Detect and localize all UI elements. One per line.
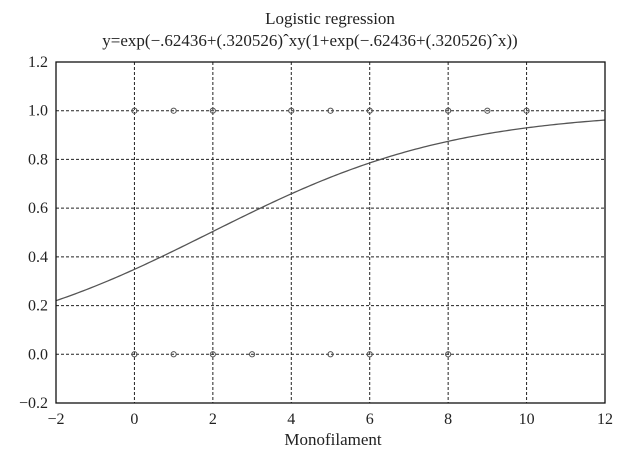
- x-tick-label: −2: [47, 411, 64, 428]
- y-tick-label: 0.2: [28, 298, 48, 315]
- x-tick-labels: −2 0 2 4 6 8 10 12: [47, 411, 613, 428]
- regression-curve-layer: [55, 119, 606, 302]
- chart-subtitle: y=exp(−.62436+(.320526)ˆxy(1+exp(−.62436…: [102, 31, 517, 50]
- y-tick-label: 0.6: [28, 200, 48, 217]
- x-tick-label: 10: [519, 411, 535, 428]
- data-point: [209, 351, 216, 358]
- data-point: [131, 351, 138, 358]
- data-point: [484, 107, 491, 114]
- x-tick-label: 12: [597, 411, 613, 428]
- data-point: [327, 107, 334, 114]
- x-tick-label: 2: [209, 411, 217, 428]
- x-tick-label: 8: [444, 411, 452, 428]
- data-point: [366, 107, 373, 114]
- data-point: [445, 351, 452, 358]
- y-tick-label: −0.2: [19, 395, 48, 412]
- y-tick-label: 1.2: [28, 54, 48, 71]
- data-point: [170, 351, 177, 358]
- data-point: [248, 351, 256, 358]
- data-point: [209, 107, 216, 114]
- data-point: [170, 107, 177, 114]
- y-tick-label: 1.0: [28, 103, 48, 120]
- x-tick-label: 0: [130, 411, 138, 428]
- grid-lines: [56, 62, 605, 403]
- y-tick-label: 0.0: [28, 346, 48, 363]
- data-point: [327, 351, 334, 358]
- x-tick-label: 4: [287, 411, 295, 428]
- regression-curve: [55, 119, 606, 302]
- x-axis-label: Monofilament: [284, 430, 382, 449]
- data-point: [366, 351, 373, 358]
- y-tick-label: 0.8: [28, 151, 48, 168]
- y-tick-label: 0.4: [28, 249, 48, 266]
- y-tick-labels: −0.2 0.0 0.2 0.4 0.6 0.8 1.0 1.2: [19, 54, 48, 412]
- plot-frame: [55, 61, 606, 404]
- data-point: [131, 107, 138, 114]
- data-points: [131, 107, 530, 358]
- chart-title: Logistic regression: [265, 9, 395, 28]
- data-point: [288, 107, 295, 114]
- data-point: [523, 107, 530, 114]
- data-point: [445, 107, 452, 114]
- x-tick-label: 6: [366, 411, 374, 428]
